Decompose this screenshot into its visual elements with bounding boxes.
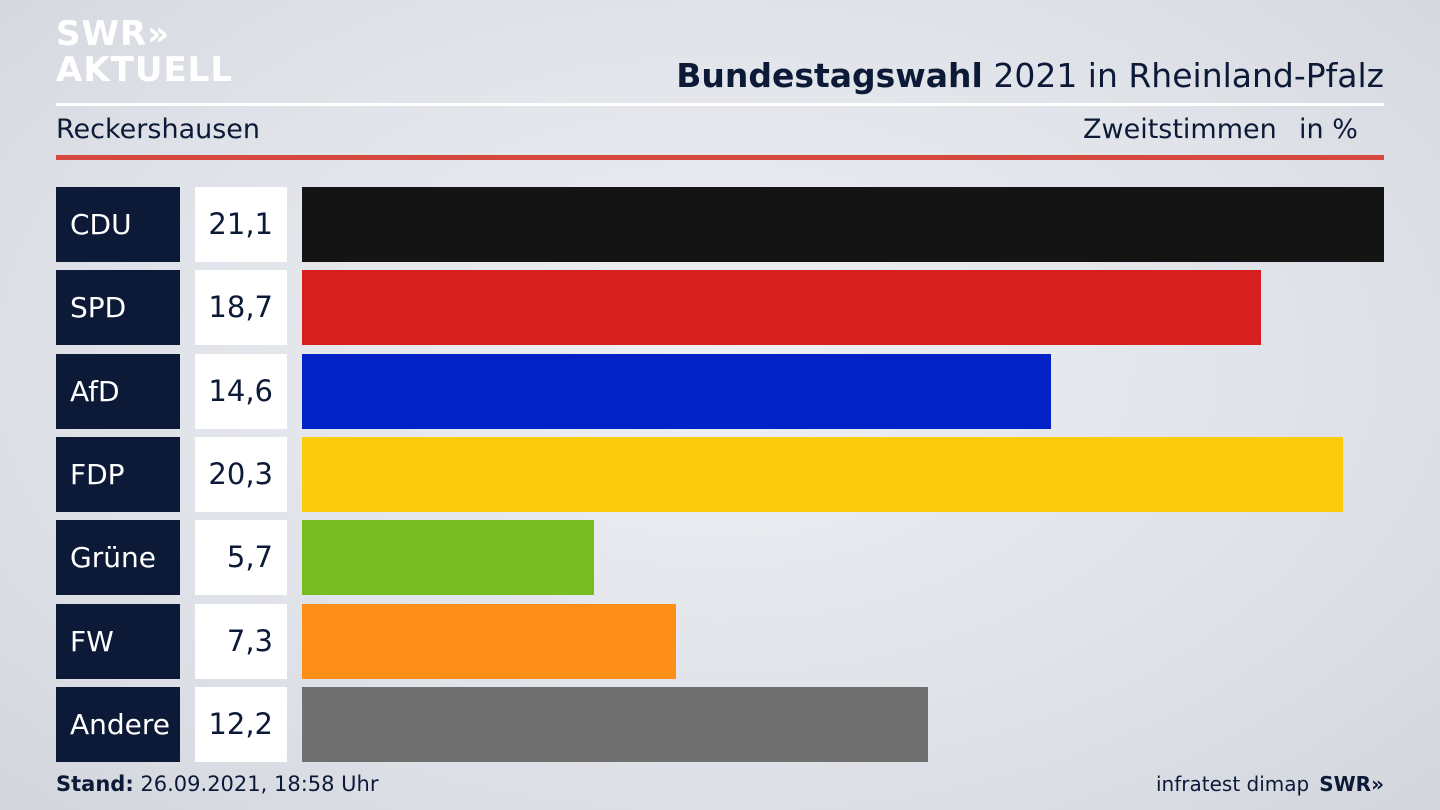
data-label: 20,3 xyxy=(195,437,287,512)
measure-label: Zweitstimmen xyxy=(1083,114,1277,145)
data-label: 5,7 xyxy=(195,520,287,595)
title-bold: Bundestagswahl xyxy=(676,56,983,95)
region-label: Reckershausen xyxy=(56,114,261,145)
unit-label: in % xyxy=(1299,114,1358,145)
data-label: 18,7 xyxy=(195,270,287,345)
logo-line-2: AKTUELL xyxy=(56,50,234,90)
category-label: FW xyxy=(56,604,180,679)
logo-line-1: SWR» xyxy=(56,14,171,54)
data-label: 14,6 xyxy=(195,354,287,429)
accent-divider xyxy=(56,155,1384,160)
category-label: Andere xyxy=(56,687,180,762)
swr-brand-logo: SWR» xyxy=(1319,772,1384,796)
source-credit: infratest dimap SWR» xyxy=(1156,772,1384,796)
bar xyxy=(302,520,594,595)
header-divider xyxy=(56,103,1384,106)
chart-title: Bundestagswahl 2021 in Rheinland-Pfalz xyxy=(676,56,1384,95)
bar xyxy=(302,270,1261,345)
category-label: CDU xyxy=(56,187,180,262)
timestamp: Stand: 26.09.2021, 18:58 Uhr xyxy=(56,772,379,796)
bar xyxy=(302,354,1051,429)
data-label: 12,2 xyxy=(195,687,287,762)
category-label: FDP xyxy=(56,437,180,512)
data-label: 21,1 xyxy=(195,187,287,262)
bar xyxy=(302,687,928,762)
bar xyxy=(302,437,1343,512)
category-label: AfD xyxy=(56,354,180,429)
bar xyxy=(302,187,1384,262)
stand-value: 26.09.2021, 18:58 Uhr xyxy=(133,772,379,796)
category-label: Grüne xyxy=(56,520,180,595)
swr-aktuell-logo: SWR» AKTUELL xyxy=(56,14,234,91)
source-label: infratest dimap xyxy=(1156,772,1310,796)
category-label: SPD xyxy=(56,270,180,345)
data-label: 7,3 xyxy=(195,604,287,679)
stand-label: Stand: xyxy=(56,772,134,796)
title-rest: 2021 in Rheinland-Pfalz xyxy=(982,56,1384,95)
bar xyxy=(302,604,676,679)
